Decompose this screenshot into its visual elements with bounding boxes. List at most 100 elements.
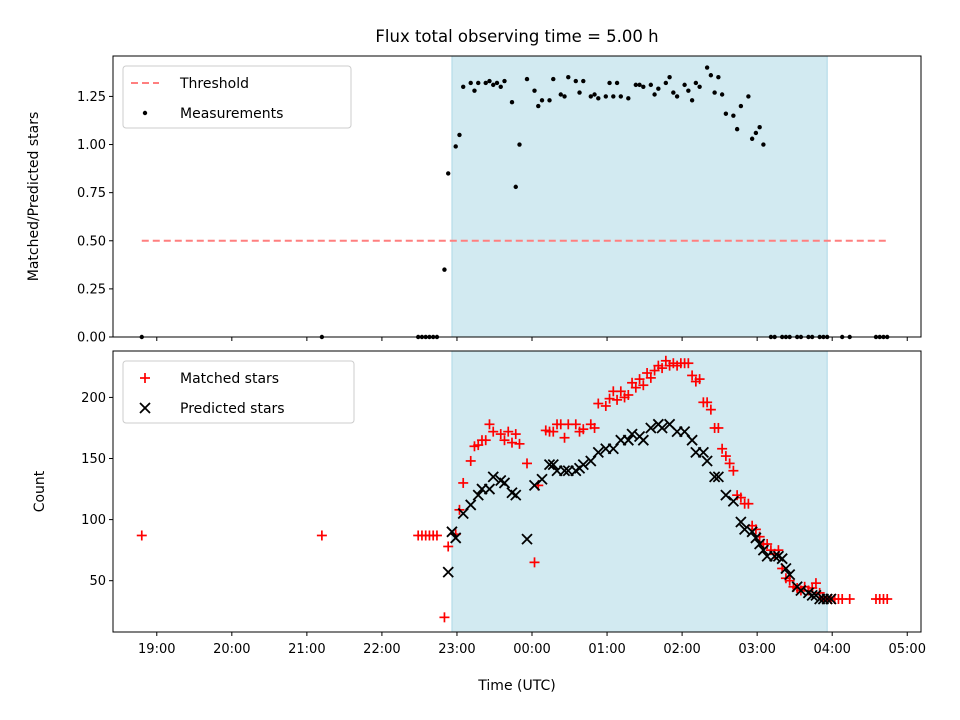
legend-label-measurements: Measurements bbox=[180, 106, 283, 122]
y-tick-label: 150 bbox=[81, 452, 106, 467]
count-panel-frame bbox=[112, 350, 922, 633]
matched-stars-point bbox=[882, 594, 893, 605]
predicted-stars-point bbox=[806, 589, 818, 601]
matched-stars-point bbox=[559, 432, 570, 443]
measurements-point bbox=[539, 98, 545, 103]
x-axis-label: Time (UTC) bbox=[477, 678, 555, 694]
measurements-point bbox=[674, 94, 680, 99]
matched-stars-point bbox=[600, 400, 611, 411]
measurements-point bbox=[648, 82, 654, 88]
measurements-point bbox=[536, 103, 541, 109]
matched-stars-point bbox=[634, 374, 645, 385]
y-tick-label: 0.25 bbox=[77, 282, 106, 297]
measurements-point bbox=[697, 84, 702, 89]
legend-label-threshold: Threshold bbox=[179, 76, 249, 92]
measurements-point bbox=[607, 80, 612, 86]
measurements-point bbox=[596, 96, 601, 101]
y-tick-label: 1.25 bbox=[77, 90, 106, 105]
measurements-point bbox=[753, 130, 759, 136]
x-tick-label: 03:00 bbox=[738, 642, 775, 657]
measurements-point bbox=[558, 92, 563, 97]
measurements-point bbox=[487, 78, 492, 84]
matched-stars-point bbox=[810, 578, 821, 589]
predicted-stars-point bbox=[686, 434, 698, 446]
measurements-point bbox=[637, 82, 642, 88]
measurements-point bbox=[626, 96, 631, 101]
measurements-point bbox=[577, 90, 582, 95]
ratio-panel-frame bbox=[112, 55, 922, 338]
y-tick-label: 0.75 bbox=[77, 186, 106, 201]
predicted-stars-point bbox=[795, 584, 807, 597]
measurements-point bbox=[652, 92, 657, 97]
y-tick-label: 1.00 bbox=[77, 138, 106, 153]
measurements-point bbox=[468, 80, 473, 86]
count-panel: 50 100 150 200 19:00 20:00 21:00 22:00 23:00 00:… bbox=[32, 350, 926, 657]
matched-stars-point bbox=[480, 435, 491, 446]
predicted-stars-point bbox=[701, 455, 713, 467]
x-tick-label: 21:00 bbox=[288, 642, 325, 657]
matched-stars-point bbox=[458, 477, 469, 488]
matched-stars-point bbox=[615, 386, 626, 397]
predicted-stars-point bbox=[780, 562, 792, 575]
observing-window-span bbox=[451, 55, 828, 338]
predicted-stars-point bbox=[727, 495, 740, 507]
matched-stars-point bbox=[499, 435, 510, 446]
predicted-stars-point bbox=[754, 538, 766, 550]
measurements-point bbox=[524, 76, 530, 82]
x-tick-label: 05:00 bbox=[889, 642, 926, 657]
matched-stars-point bbox=[522, 458, 533, 469]
predicted-stars-point bbox=[720, 489, 732, 501]
measurements-point bbox=[517, 142, 522, 147]
predicted-stars-point bbox=[769, 550, 781, 562]
matched-stars-point bbox=[683, 358, 694, 369]
predicted-stars-point bbox=[712, 471, 725, 483]
matched-stars-point bbox=[484, 419, 495, 430]
matched-stars-point bbox=[548, 426, 559, 437]
y-tick-label: 0.50 bbox=[77, 234, 106, 249]
matched-stars-point bbox=[431, 530, 442, 541]
matched-stars-point bbox=[638, 380, 649, 391]
x-tick-label: 01:00 bbox=[588, 642, 625, 657]
predicted-stars-point bbox=[487, 471, 499, 483]
measurements-point bbox=[757, 125, 762, 130]
measurements-point bbox=[547, 98, 552, 103]
measurements-point bbox=[457, 132, 462, 138]
measurements-point bbox=[708, 73, 714, 78]
matched-stars-point bbox=[717, 443, 728, 454]
measurements-point bbox=[712, 90, 717, 95]
measurements-point bbox=[603, 94, 609, 99]
measurements-point bbox=[719, 92, 725, 97]
measurements-point bbox=[509, 99, 515, 105]
matched-stars-point bbox=[578, 424, 589, 435]
measurements-point bbox=[689, 98, 695, 103]
matched-stars-point bbox=[488, 426, 499, 437]
matched-stars-point bbox=[136, 530, 147, 541]
measurements-point bbox=[581, 78, 586, 84]
matched-stars-point bbox=[604, 393, 615, 404]
measurements-point bbox=[716, 74, 721, 80]
x-tick-label: 00:00 bbox=[513, 642, 550, 657]
measurements-point bbox=[633, 82, 639, 88]
measurements-point bbox=[761, 142, 766, 147]
predicted-stars-point bbox=[446, 526, 458, 538]
measurements-point bbox=[502, 78, 507, 84]
predicted-stars-point bbox=[739, 523, 751, 536]
measurements-point bbox=[442, 267, 447, 272]
legend-label-predicted-stars: Predicted stars bbox=[180, 401, 285, 417]
x-tick-label: 22:00 bbox=[363, 642, 400, 657]
measurements-point bbox=[446, 171, 451, 176]
measurements-point bbox=[483, 80, 488, 86]
measurements-point bbox=[663, 80, 669, 86]
predicted-stars-point bbox=[465, 499, 477, 511]
predicted-stars-point bbox=[784, 568, 796, 581]
predicted-stars-point bbox=[622, 434, 634, 446]
predicted-stars-point bbox=[483, 483, 496, 495]
measurements-point bbox=[667, 74, 672, 80]
predicted-stars-point bbox=[746, 526, 758, 538]
y-tick-label: 50 bbox=[89, 574, 106, 589]
predicted-stars-point bbox=[637, 434, 649, 446]
measurements-point bbox=[614, 80, 620, 86]
x-tick-label: 20:00 bbox=[213, 642, 250, 657]
matched-stars-point bbox=[720, 451, 731, 462]
measurements-point bbox=[461, 84, 466, 89]
